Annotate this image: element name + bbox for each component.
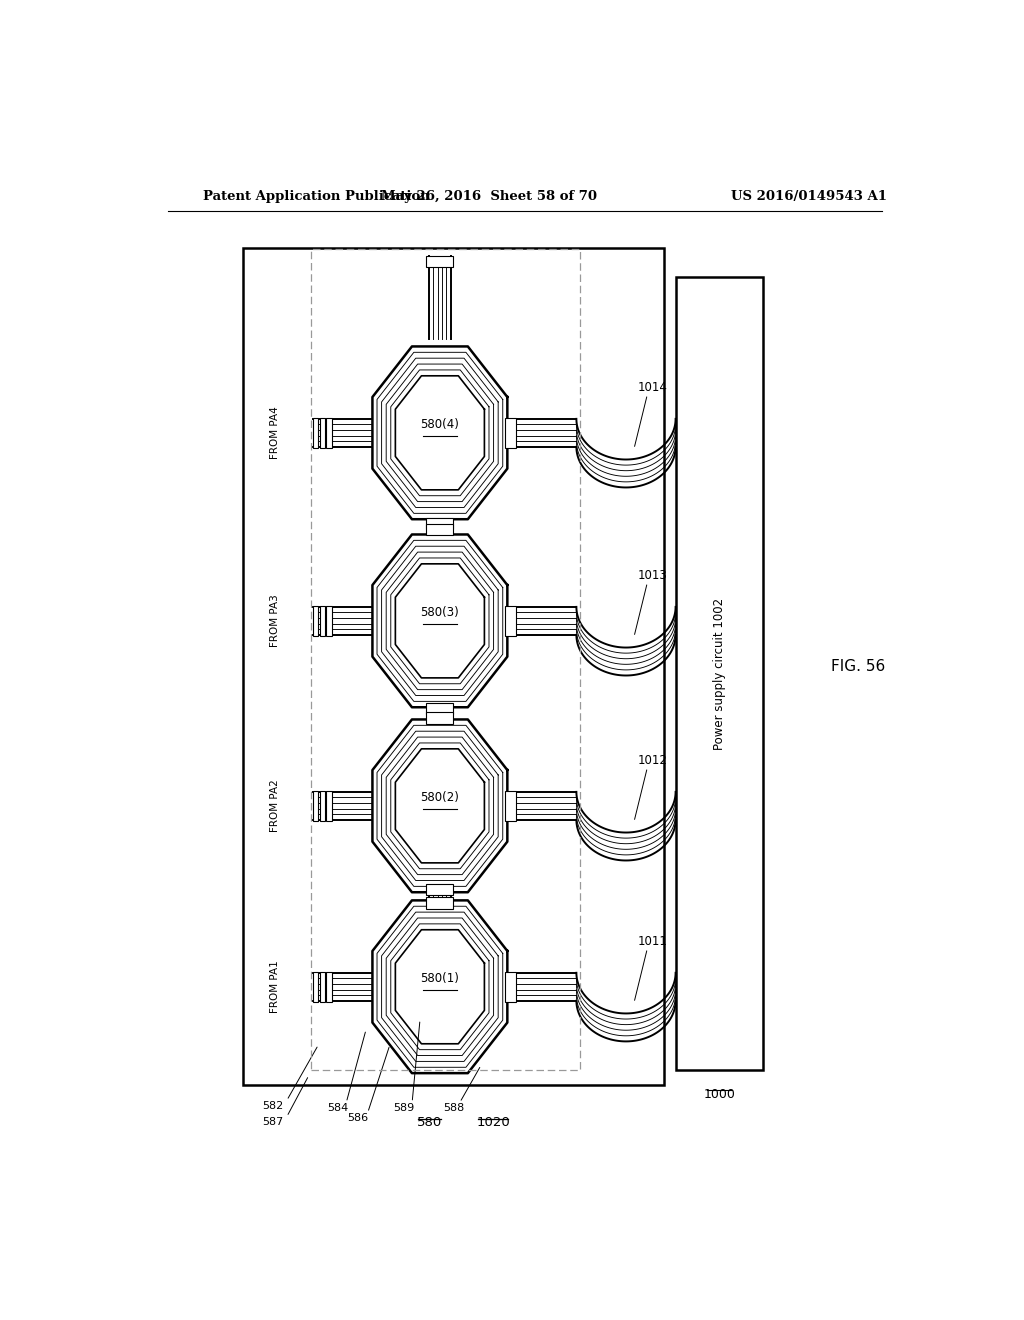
Bar xyxy=(319,972,326,1002)
Text: 584: 584 xyxy=(328,1102,349,1113)
Text: 1000: 1000 xyxy=(703,1089,735,1101)
Bar xyxy=(426,256,454,267)
Text: 580(2): 580(2) xyxy=(421,791,460,804)
Text: FROM PA3: FROM PA3 xyxy=(269,594,280,647)
Text: 586: 586 xyxy=(347,1113,369,1123)
Text: 589: 589 xyxy=(393,1102,415,1113)
Bar xyxy=(426,704,454,714)
Text: 580(4): 580(4) xyxy=(421,418,460,432)
Text: 588: 588 xyxy=(442,1102,464,1113)
Text: 580(3): 580(3) xyxy=(421,606,459,619)
Bar xyxy=(313,417,318,447)
Text: May 26, 2016  Sheet 58 of 70: May 26, 2016 Sheet 58 of 70 xyxy=(381,190,597,202)
Bar xyxy=(327,972,332,1002)
Text: US 2016/0149543 A1: US 2016/0149543 A1 xyxy=(731,190,887,202)
Text: 1012: 1012 xyxy=(638,754,668,767)
Text: FROM PA1: FROM PA1 xyxy=(269,961,280,1014)
Bar xyxy=(327,606,332,636)
Bar xyxy=(505,417,516,447)
Text: FROM PA4: FROM PA4 xyxy=(269,407,280,459)
Bar xyxy=(319,791,326,821)
Bar xyxy=(327,417,332,447)
Text: FROM PA2: FROM PA2 xyxy=(269,780,280,832)
Bar xyxy=(319,606,326,636)
Bar xyxy=(505,606,516,636)
Bar xyxy=(319,417,326,447)
Text: 1014: 1014 xyxy=(638,381,668,395)
Bar xyxy=(676,277,763,1071)
Bar xyxy=(505,972,516,1002)
Text: 1020: 1020 xyxy=(476,1115,510,1129)
Bar xyxy=(310,249,581,1071)
Bar xyxy=(426,898,454,908)
Text: 1013: 1013 xyxy=(638,569,668,582)
Text: 587: 587 xyxy=(262,1117,284,1127)
Bar xyxy=(426,884,454,895)
Bar xyxy=(327,791,332,821)
Bar xyxy=(426,713,454,723)
Text: Power supply circuit 1002: Power supply circuit 1002 xyxy=(713,598,726,750)
Bar xyxy=(426,524,454,536)
Bar xyxy=(426,519,454,529)
Text: 1011: 1011 xyxy=(638,935,668,948)
Bar xyxy=(243,248,664,1085)
Bar xyxy=(505,791,516,821)
Text: Patent Application Publication: Patent Application Publication xyxy=(204,190,430,202)
Bar xyxy=(313,606,318,636)
Text: 580: 580 xyxy=(417,1115,442,1129)
Text: 582: 582 xyxy=(262,1101,284,1110)
Bar xyxy=(313,972,318,1002)
Bar xyxy=(313,791,318,821)
Text: 580(1): 580(1) xyxy=(421,972,460,985)
Text: FIG. 56: FIG. 56 xyxy=(831,659,885,675)
